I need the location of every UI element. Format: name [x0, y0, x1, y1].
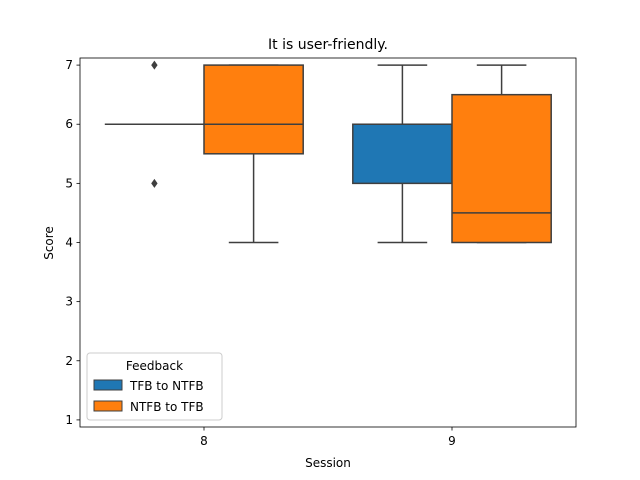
chart-title: It is user-friendly. [268, 37, 388, 53]
y-tick-label: 2 [65, 354, 73, 368]
y-axis-label: Score [42, 226, 56, 260]
legend-label: TFB to NTFB [129, 379, 204, 393]
box-ntfb-to-tfb-9 [451, 64, 552, 244]
axes: 1 2 3 4 5 6 7 8 9 [65, 57, 577, 448]
y-tick-label: 4 [65, 236, 73, 250]
y-tick-label: 5 [65, 176, 73, 190]
x-axis-label: Session [305, 456, 351, 470]
y-tick-label: 1 [65, 413, 73, 427]
box-tfb-to-ntfb-8 [104, 60, 204, 188]
x-tick-label: 8 [200, 434, 208, 448]
legend: Feedback TFB to NTFB NTFB to TFB [86, 352, 223, 421]
box-body [451, 93, 552, 244]
box-body [352, 123, 453, 185]
outlier-point [151, 178, 158, 188]
box-ntfb-to-tfb-8 [203, 64, 304, 244]
legend-label: NTFB to TFB [130, 400, 204, 414]
x-tick-label: 9 [448, 434, 456, 448]
outlier-point [151, 60, 158, 70]
legend-title: Feedback [126, 359, 183, 373]
box-tfb-to-ntfb-9 [352, 64, 453, 244]
legend-swatch [93, 400, 123, 412]
y-tick-label: 3 [65, 295, 73, 309]
y-tick-label: 6 [65, 117, 73, 131]
y-tick-label: 7 [65, 58, 73, 72]
box-body [203, 64, 304, 155]
legend-swatch [93, 379, 123, 391]
plot-area [104, 60, 552, 244]
